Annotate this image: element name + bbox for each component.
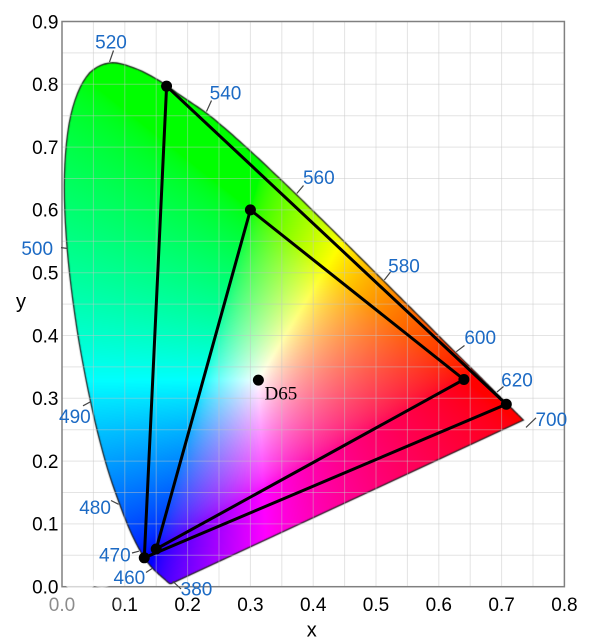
svg-text:0.8: 0.8 xyxy=(32,75,58,96)
svg-text:0.6: 0.6 xyxy=(426,595,452,616)
svg-text:0.7: 0.7 xyxy=(488,595,514,616)
svg-text:0.5: 0.5 xyxy=(363,595,389,616)
svg-text:460: 460 xyxy=(114,568,146,589)
svg-text:0.3: 0.3 xyxy=(32,389,58,410)
svg-text:560: 560 xyxy=(303,168,335,189)
svg-text:0.0: 0.0 xyxy=(49,595,75,616)
svg-text:0.5: 0.5 xyxy=(32,264,58,285)
svg-text:x: x xyxy=(307,620,317,642)
svg-text:0.2: 0.2 xyxy=(32,452,58,473)
svg-text:0.1: 0.1 xyxy=(32,515,58,536)
svg-text:0.7: 0.7 xyxy=(32,138,58,159)
svg-text:470: 470 xyxy=(99,545,131,566)
svg-text:490: 490 xyxy=(59,407,91,428)
svg-text:620: 620 xyxy=(501,370,533,391)
svg-text:0.3: 0.3 xyxy=(237,595,263,616)
svg-text:y: y xyxy=(16,291,26,313)
svg-text:600: 600 xyxy=(464,328,496,349)
svg-text:0.6: 0.6 xyxy=(32,201,58,222)
svg-text:700: 700 xyxy=(535,410,567,431)
svg-text:540: 540 xyxy=(210,84,242,105)
svg-text:480: 480 xyxy=(79,498,111,519)
svg-text:0.0: 0.0 xyxy=(32,578,58,599)
svg-text:380: 380 xyxy=(181,579,213,600)
svg-text:0.2: 0.2 xyxy=(174,595,200,616)
svg-text:0.8: 0.8 xyxy=(551,595,577,616)
svg-text:0.9: 0.9 xyxy=(32,12,58,33)
svg-text:0.4: 0.4 xyxy=(32,326,59,347)
svg-text:520: 520 xyxy=(95,32,127,53)
svg-text:500: 500 xyxy=(21,239,53,260)
svg-text:0.4: 0.4 xyxy=(300,595,327,616)
svg-text:580: 580 xyxy=(388,256,420,277)
svg-text:D65: D65 xyxy=(265,384,298,405)
svg-text:0.1: 0.1 xyxy=(112,595,138,616)
